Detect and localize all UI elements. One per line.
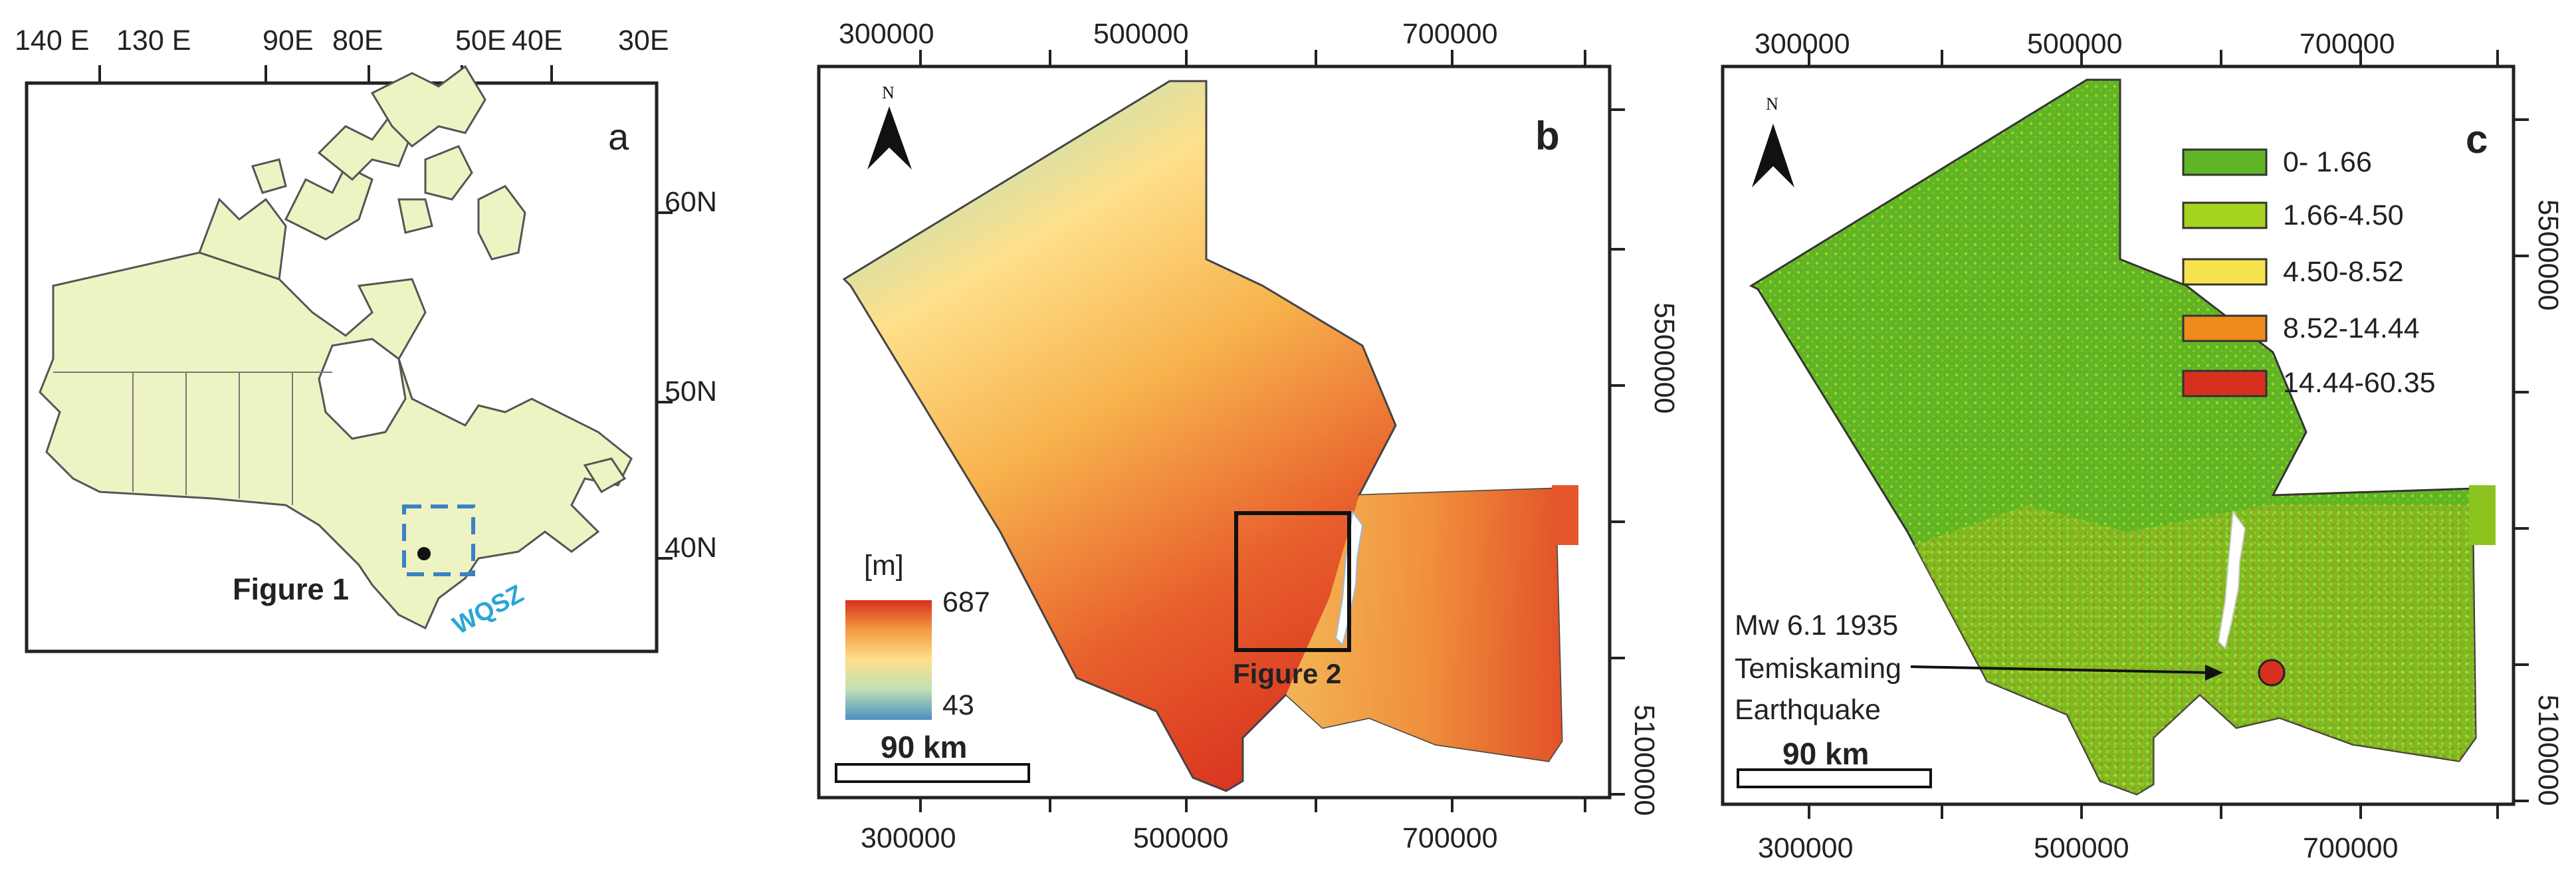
event-line-1: Mw 6.1 1935 [1735,610,1898,641]
panel-b: 300000 500000 700000 300000 500000 70000… [817,18,1680,854]
c-ytick-1: 5500000 [2532,199,2564,310]
c-legend-label-1: 1.66-4.50 [2283,199,2404,231]
c-legend-swatch-2 [2182,258,2268,286]
b-scale-bar [835,763,1030,783]
slope-edge-patch [2469,485,2496,545]
lat-label-50: 50N [665,376,717,407]
panel-a-letter: a [608,116,629,158]
event-line-3: Earthquake [1735,694,1881,726]
c-ytick-2: 5100000 [2532,695,2564,806]
c-xtick-top-1: 300000 [1755,28,1850,60]
c-north-arrow-icon [1752,124,1794,187]
lat-label-40: 40N [665,532,717,564]
c-north-label: N [1766,94,1778,114]
figure-1-label: Figure 1 [233,572,349,606]
lon-label-140: 140 E [15,25,89,56]
b-xtick-top-3: 700000 [1402,18,1498,50]
c-legend-label-2: 4.50-8.52 [2283,256,2404,288]
lat-label-60: 60N [665,186,717,218]
b-legend-ramp [845,600,932,720]
slope-high-zone [1914,505,2476,794]
c-legend-swatch-4 [2182,370,2268,397]
b-scale-label: 90 km [881,730,967,764]
b-ytick-2: 5100000 [1628,705,1660,816]
dem-edge-patch [1552,485,1578,545]
event-arrow-line [1910,665,2210,674]
earthquake-epicenter-icon [2258,659,2286,687]
panel-c-letter: c [2466,117,2488,162]
figure-2-label: Figure 2 [1233,658,1341,689]
north-arrow-icon [867,106,912,169]
study-area-box [402,504,475,576]
lon-label-30: 30E [618,25,669,56]
c-legend-label-3: 8.52-14.44 [2283,312,2420,344]
canada-landmass [39,64,633,630]
b-ytick-1: 5500000 [1648,302,1680,413]
panel-a: 140 E 130 E 90E 80E 50E 40E 30E 60N 50N … [15,25,717,653]
study-location-dot [417,547,431,560]
event-line-2: Temiskaming [1735,653,1901,685]
figure-2-box [1234,511,1351,652]
panel-c: 300000 500000 700000 300000 500000 70000… [1721,28,2564,864]
lon-label-40: 40E [512,25,563,56]
b-legend-min: 43 [942,689,974,721]
c-xtick-top-3: 700000 [2300,28,2395,60]
b-legend-unit: [m] [864,550,904,582]
event-arrow-head-icon [2205,665,2223,681]
lon-label-80: 80E [332,25,383,56]
c-xtick-bottom-3: 700000 [2303,832,2399,864]
b-xtick-top-2: 500000 [1093,18,1189,50]
lon-label-50: 50E [455,25,506,56]
c-legend: 0- 1.66 1.66-4.50 4.50-8.52 8.52-14.44 1… [2182,146,2436,399]
b-legend-max: 687 [942,586,990,618]
c-scale-bar [1737,768,1932,788]
c-legend-swatch-3 [2182,314,2268,342]
c-xtick-bottom-2: 500000 [2034,832,2129,864]
lon-label-130: 130 E [116,25,191,56]
c-scale-label: 90 km [1782,736,1869,771]
c-xtick-top-2: 500000 [2027,28,2123,60]
c-xtick-bottom-1: 300000 [1758,832,1854,864]
b-xtick-bottom-1: 300000 [861,822,956,854]
b-xtick-top-1: 300000 [839,18,934,50]
b-xtick-bottom-2: 500000 [1133,822,1229,854]
hudson-bay [318,338,407,440]
c-lake [2217,510,2246,649]
b-north-label: N [882,83,895,102]
c-legend-label-4: 14.44-60.35 [2283,367,2436,399]
c-legend-swatch-1 [2182,201,2268,229]
b-xtick-bottom-3: 700000 [1402,822,1498,854]
c-legend-swatch-0 [2182,148,2268,176]
panel-b-letter: b [1535,114,1560,158]
c-legend-label-0: 0- 1.66 [2283,146,2372,178]
lon-label-90: 90E [263,25,314,56]
